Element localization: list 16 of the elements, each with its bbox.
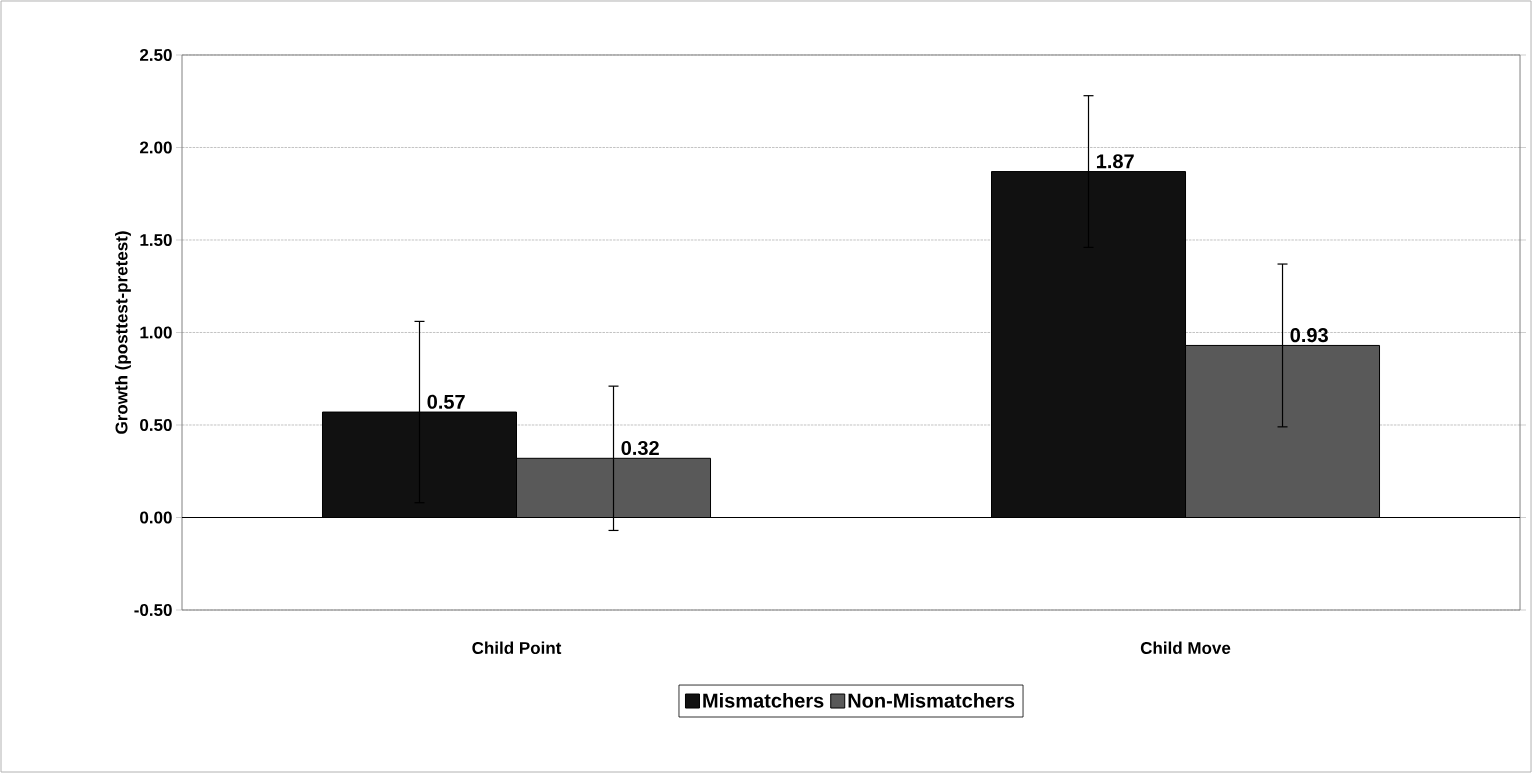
data-label: 1.87	[1096, 154, 1134, 169]
y-tick-label: 1.50	[140, 233, 172, 247]
y-tick-label: 1.00	[140, 326, 172, 339]
y-tick-label: 2.00	[139, 141, 172, 154]
data-label: 0.57	[427, 394, 465, 409]
y-tick-label: 0.00	[140, 511, 172, 524]
y-tick-label: 0.50	[140, 418, 172, 432]
y-tick-label: -0.50	[134, 603, 172, 617]
legend-label: Mismatchers	[703, 693, 824, 708]
y-tick-label: 2.50	[139, 48, 172, 62]
data-label: 0.32	[621, 440, 659, 456]
x-tick-label: Child Point	[472, 641, 562, 655]
legend-label: Non-Mismatchers	[848, 693, 1015, 708]
data-label: 0.93	[1290, 328, 1328, 343]
x-tick-label: Child Move	[1140, 641, 1231, 655]
y-axis-title: Growth (posttest-pretest)	[115, 231, 131, 434]
